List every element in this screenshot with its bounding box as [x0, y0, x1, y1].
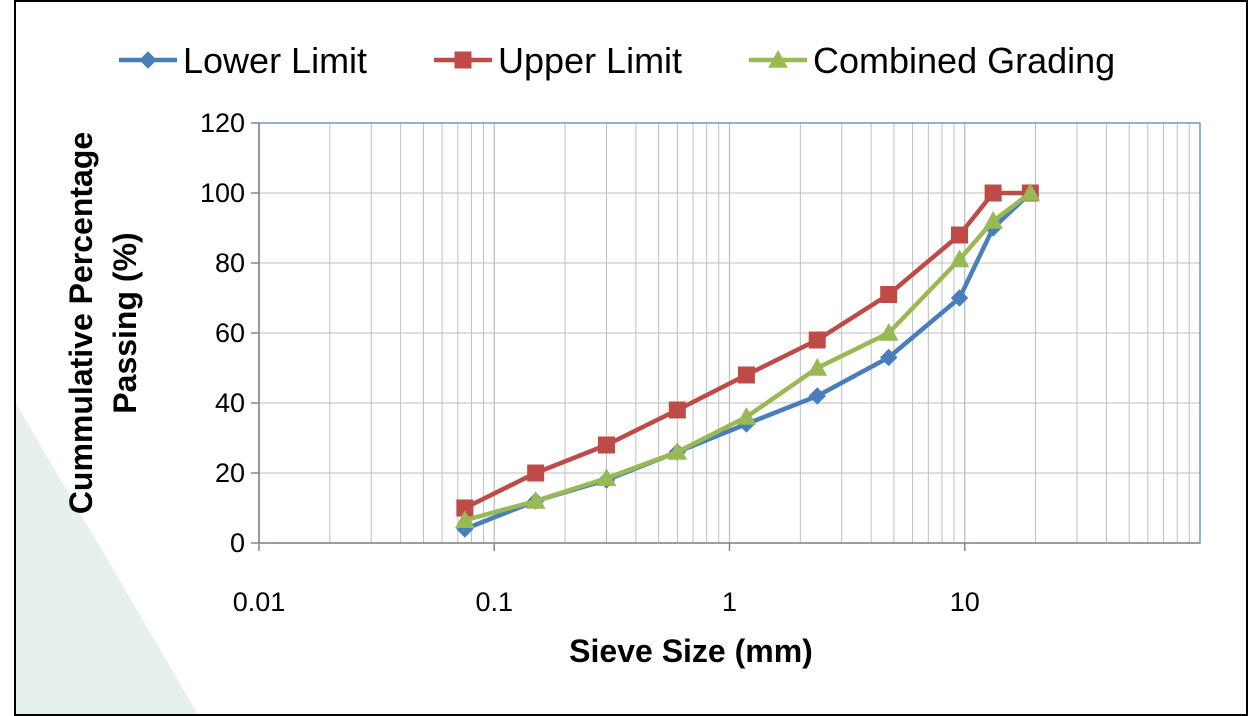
- legend-label-upper-limit: Upper Limit: [498, 40, 682, 81]
- series-combined-grading: [455, 182, 1041, 528]
- y-tick-label: 80: [215, 248, 245, 278]
- data-point-upper-limit: [668, 401, 686, 419]
- background-accent-shape: [14, 400, 199, 716]
- y-tick-label: 0: [230, 528, 245, 558]
- series-upper-limit: [456, 184, 1039, 517]
- data-point-combined-grading: [736, 406, 757, 425]
- chart-axes: 0 20 40 60 80 100 120 0.01 0.1 1 10: [200, 108, 1200, 617]
- series-line-lower-limit: [464, 191, 1032, 532]
- data-point-upper-limit: [880, 286, 898, 303]
- data-point-upper-limit: [597, 436, 615, 454]
- data-point-combined-grading: [667, 441, 688, 460]
- legend-item-combined-grading: Combined Grading: [749, 40, 1115, 81]
- chart-legend: Lower Limit Upper Limit Combined Grading: [119, 40, 1115, 81]
- data-point-combined-grading: [596, 468, 617, 486]
- legend-label-lower-limit: Lower Limit: [183, 40, 367, 81]
- data-point-lower-limit: [950, 289, 969, 307]
- data-point-combined-grading: [1020, 182, 1041, 201]
- x-tick-label: 1: [722, 587, 737, 617]
- chart-frame: 0 20 40 60 80 100 120 0.01 0.1 1 10 Lower Limit Upp…: [14, 0, 1248, 716]
- data-point-combined-grading: [949, 249, 970, 268]
- chart-series: [455, 182, 1041, 538]
- y-axis-title-line-2: Passing (%): [107, 232, 143, 413]
- data-point-combined-grading: [983, 210, 1003, 229]
- y-axis-title: Cummulative Percentage Passing (%): [63, 132, 143, 514]
- data-point-lower-limit: [808, 387, 826, 405]
- legend-marker-lower-limit: [139, 51, 157, 69]
- legend-marker-combined-grading: [768, 49, 788, 68]
- chart-canvas: 0 20 40 60 80 100 120 0.01 0.1 1 10 Lower Limit Upp…: [14, 0, 1248, 716]
- data-point-upper-limit: [527, 464, 545, 482]
- data-point-combined-grading: [878, 322, 899, 341]
- data-point-lower-limit: [879, 348, 898, 367]
- chart-grid: [258, 122, 1200, 544]
- data-point-upper-limit: [951, 226, 969, 244]
- series-line-upper-limit: [463, 190, 1031, 511]
- y-tick-label: 100: [200, 178, 245, 208]
- y-tick-label: 40: [215, 388, 245, 418]
- legend-label-combined-grading: Combined Grading: [813, 40, 1115, 81]
- y-tick-label: 20: [215, 458, 245, 488]
- y-tick-label: 120: [200, 108, 245, 138]
- x-tick-label: 10: [950, 587, 980, 617]
- data-point-upper-limit: [737, 366, 755, 384]
- series-line-combined-grading: [464, 191, 1032, 523]
- y-tick-label: 60: [215, 318, 245, 348]
- data-point-combined-grading: [455, 510, 475, 528]
- data-point-combined-grading: [807, 357, 828, 376]
- x-tick-label: 0.1: [475, 587, 513, 617]
- x-axis-title: Sieve Size (mm): [569, 633, 813, 669]
- data-point-upper-limit: [984, 184, 1002, 202]
- chart-outer-border: [14, 0, 1248, 716]
- y-axis-title-line-1: Cummulative Percentage: [63, 132, 99, 514]
- legend-item-lower-limit: Lower Limit: [119, 40, 367, 81]
- data-point-combined-grading: [525, 490, 546, 509]
- x-tick-label: 0.01: [233, 587, 286, 617]
- legend-item-upper-limit: Upper Limit: [434, 40, 682, 81]
- data-point-upper-limit: [808, 331, 826, 349]
- legend-marker-upper-limit: [454, 51, 472, 69]
